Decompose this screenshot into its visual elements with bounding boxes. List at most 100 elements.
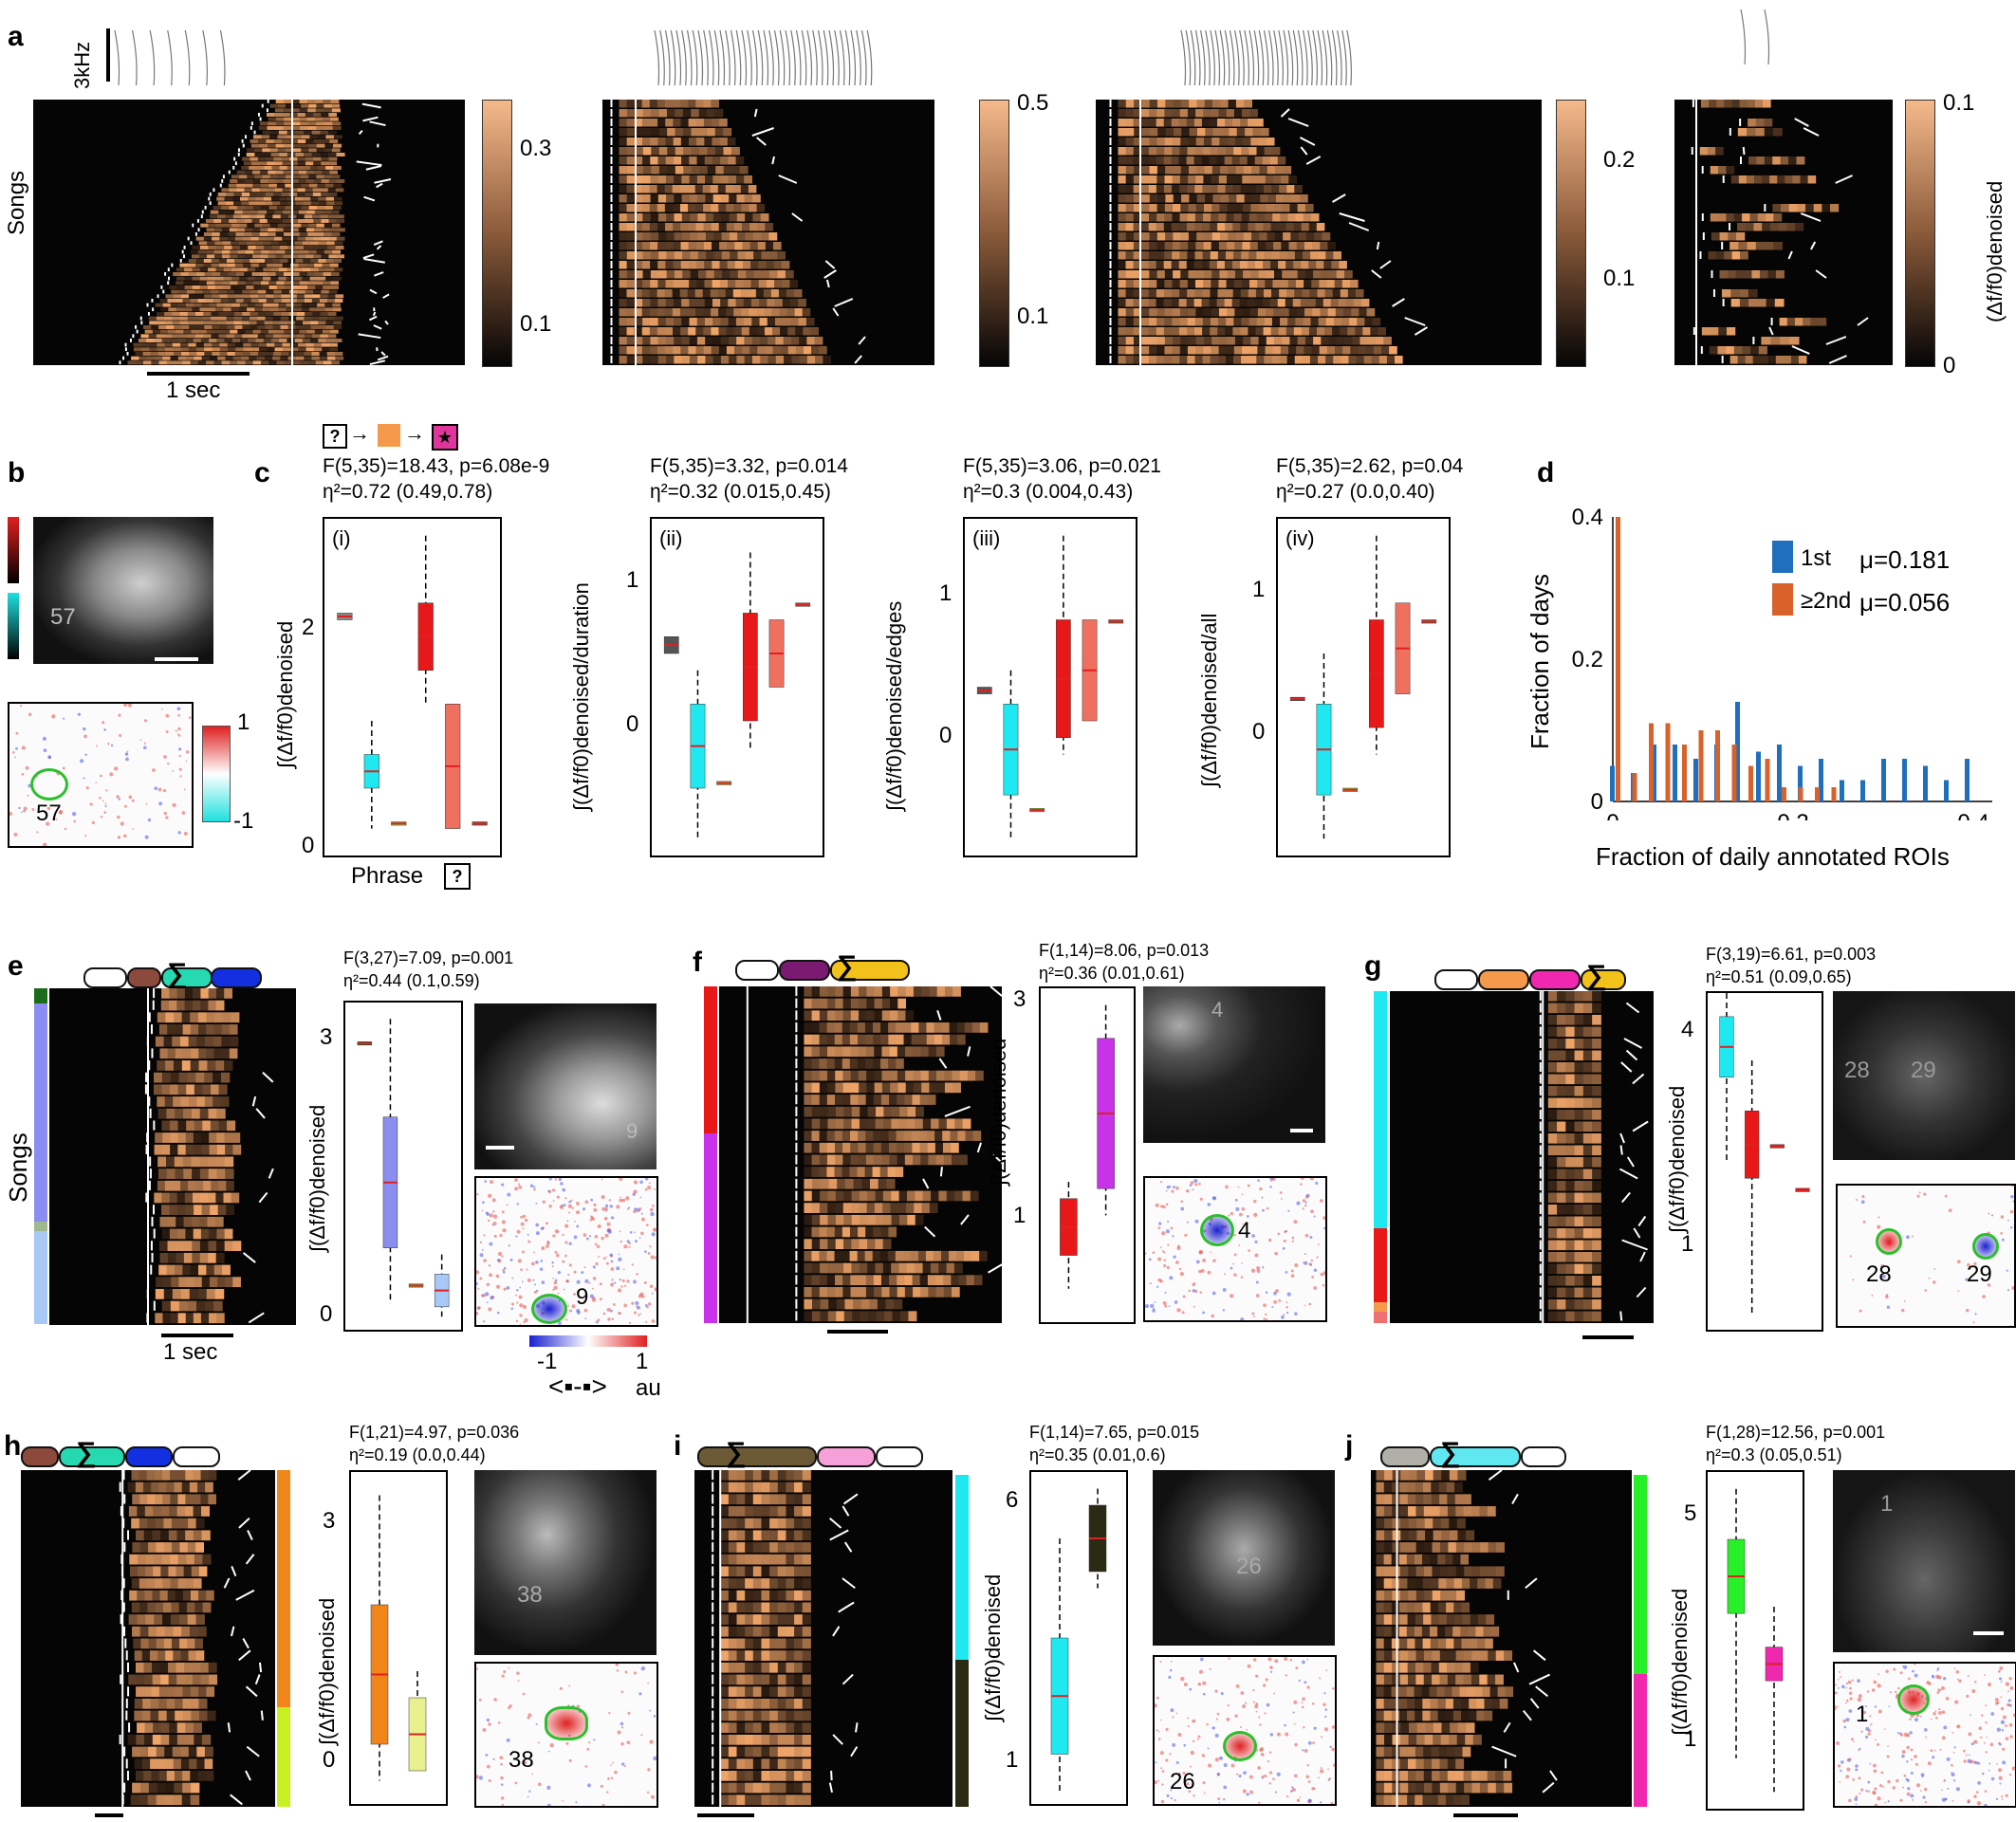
heat-cell xyxy=(284,360,293,365)
heat-cell xyxy=(204,352,213,356)
heat-cell xyxy=(804,1178,813,1189)
offset-tick xyxy=(1619,1132,1625,1144)
heat-cell xyxy=(213,1300,223,1312)
heat-cell xyxy=(804,1298,813,1310)
heat-cell xyxy=(1178,261,1188,269)
heat-cell xyxy=(723,166,732,175)
noise-dot xyxy=(1268,1238,1272,1242)
heat-cell xyxy=(1202,223,1211,231)
heat-cell xyxy=(665,280,675,288)
heat-cell xyxy=(225,1144,233,1155)
heat-cell xyxy=(1211,270,1220,279)
heatmap-a2 xyxy=(602,100,934,365)
noise-dot xyxy=(83,727,86,731)
heat-cell xyxy=(1280,318,1288,326)
heat-cell xyxy=(260,179,268,183)
heat-cell xyxy=(327,130,338,135)
heat-cell xyxy=(270,303,279,307)
heat-cell xyxy=(185,339,194,342)
heat-cell xyxy=(212,232,221,236)
heat-cell xyxy=(229,1048,238,1059)
noise-dot xyxy=(604,1204,609,1208)
syllable-trace xyxy=(763,29,769,86)
heat-cell xyxy=(737,232,746,241)
heat-cell xyxy=(642,166,652,175)
noise-dot xyxy=(1184,1233,1188,1237)
noise-dot xyxy=(647,1252,651,1255)
heat-cell xyxy=(891,1214,900,1225)
heat-cell xyxy=(1340,289,1349,298)
noise-dot xyxy=(102,800,104,802)
xlabel-d: Fraction of daily annotated ROIs xyxy=(1596,842,1950,871)
heat-cell xyxy=(842,1070,852,1081)
noise-dot xyxy=(1296,1201,1301,1205)
heat-cell xyxy=(198,254,208,259)
heat-cell xyxy=(236,170,246,175)
heat-cell xyxy=(1766,213,1774,222)
heat-cell xyxy=(219,294,229,299)
heat-cell xyxy=(1188,337,1197,345)
heat-cell xyxy=(195,312,204,316)
syllable-trace xyxy=(1287,29,1294,86)
offset-tick xyxy=(262,1072,274,1083)
heat-cell xyxy=(132,1494,140,1505)
heat-cell xyxy=(194,1205,203,1215)
heat-cell xyxy=(898,1262,908,1274)
heat-cell xyxy=(1125,156,1135,165)
heat-cell xyxy=(907,1214,916,1225)
heat-cell xyxy=(185,1530,194,1541)
noise-dot xyxy=(644,1178,649,1181)
heat-cell xyxy=(672,204,681,212)
heat-cell xyxy=(267,263,275,267)
heat-cell xyxy=(765,242,774,250)
heat-cell xyxy=(1179,289,1188,298)
heat-cell xyxy=(819,1167,827,1177)
heat-cell xyxy=(1557,1157,1566,1168)
noise-dot xyxy=(1988,1212,1990,1215)
heat-cell xyxy=(696,261,705,269)
heat-cell xyxy=(872,1022,881,1033)
heat-cell xyxy=(137,1554,146,1565)
heat-cell xyxy=(1149,346,1157,355)
heat-cell xyxy=(1297,270,1306,279)
noise-dot xyxy=(1282,1246,1285,1250)
heat-cell xyxy=(151,1482,159,1493)
heat-cell xyxy=(934,1142,944,1153)
noise-dot xyxy=(552,1234,556,1238)
heat-cell xyxy=(1298,232,1307,241)
heat-cell xyxy=(250,259,258,263)
heat-cell xyxy=(189,352,197,356)
heat-cell xyxy=(897,1082,907,1094)
syllable-trace xyxy=(1326,29,1333,86)
noise-dot xyxy=(553,1285,558,1290)
heat-cell xyxy=(851,1203,860,1213)
offset-tick xyxy=(976,1142,982,1153)
heat-cell xyxy=(196,1096,206,1107)
heat-cell xyxy=(634,185,643,193)
heat-cell xyxy=(1256,147,1266,156)
heat-cell xyxy=(1156,299,1165,307)
heat-cell xyxy=(289,161,299,166)
heat-cell xyxy=(172,342,181,347)
heat-cell xyxy=(665,223,674,231)
heat-cell xyxy=(690,232,699,241)
heat-cell xyxy=(1148,251,1157,260)
heat-cell xyxy=(182,1156,193,1168)
heat-cell xyxy=(1275,166,1284,175)
stat-g-eta: η²=0.51 (0.09,0.65) xyxy=(1706,967,1852,986)
heat-cell xyxy=(158,1482,167,1493)
hist-bar-1st xyxy=(1902,759,1907,801)
heat-cell xyxy=(704,156,713,165)
noise-dot xyxy=(1285,1311,1289,1315)
heat-cell xyxy=(164,342,174,347)
heat-cell xyxy=(331,175,341,179)
heat-cell xyxy=(1781,204,1790,212)
heat-cell xyxy=(323,210,332,214)
heat-cell xyxy=(634,100,643,108)
heat-cell xyxy=(162,1313,172,1324)
heat-cell xyxy=(811,1142,821,1153)
heat-cell xyxy=(157,347,166,352)
heat-cell xyxy=(306,100,316,103)
heat-cell xyxy=(936,986,946,997)
heat-cell xyxy=(1172,147,1180,156)
